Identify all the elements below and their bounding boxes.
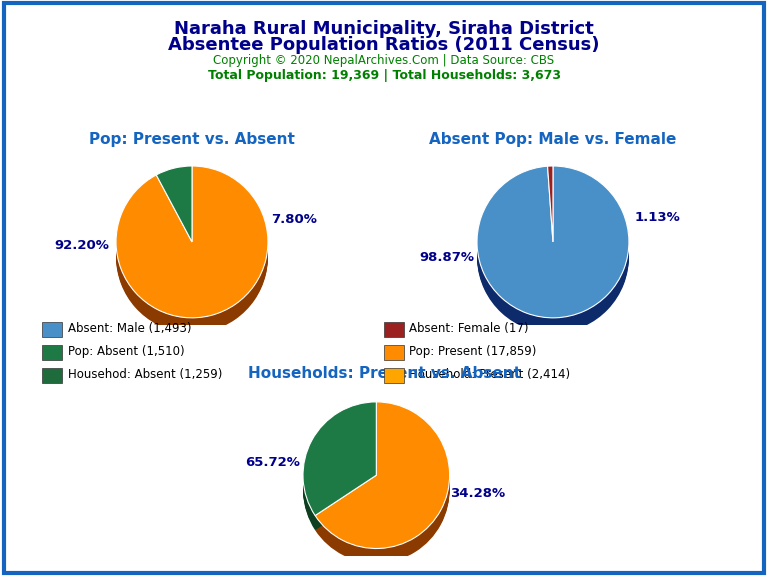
Wedge shape	[303, 415, 376, 529]
Text: 92.20%: 92.20%	[55, 239, 109, 252]
Wedge shape	[303, 403, 376, 517]
Wedge shape	[116, 176, 268, 328]
Wedge shape	[548, 181, 553, 257]
Wedge shape	[303, 409, 376, 523]
Wedge shape	[477, 167, 629, 319]
Wedge shape	[156, 172, 192, 248]
Wedge shape	[156, 169, 192, 244]
Text: 65.72%: 65.72%	[245, 456, 300, 468]
Wedge shape	[116, 181, 268, 333]
Wedge shape	[303, 404, 376, 518]
Text: Absent: Male (1,493): Absent: Male (1,493)	[68, 323, 191, 335]
Wedge shape	[303, 408, 376, 522]
Text: Absentee Population Ratios (2011 Census): Absentee Population Ratios (2011 Census)	[168, 36, 600, 54]
Wedge shape	[548, 173, 553, 249]
Wedge shape	[548, 167, 553, 243]
Wedge shape	[477, 180, 629, 332]
Text: Households: Present vs. Absent: Households: Present vs. Absent	[247, 366, 521, 381]
Wedge shape	[477, 170, 629, 321]
Wedge shape	[156, 180, 192, 256]
Wedge shape	[315, 413, 449, 559]
Wedge shape	[315, 407, 449, 554]
Wedge shape	[548, 175, 553, 251]
Wedge shape	[548, 170, 553, 246]
Wedge shape	[156, 179, 192, 255]
Wedge shape	[477, 177, 629, 329]
Text: Copyright © 2020 NepalArchives.Com | Data Source: CBS: Copyright © 2020 NepalArchives.Com | Dat…	[214, 54, 554, 67]
Wedge shape	[156, 176, 192, 252]
Wedge shape	[116, 169, 268, 320]
Wedge shape	[116, 177, 268, 329]
Wedge shape	[315, 404, 449, 551]
Wedge shape	[315, 402, 449, 548]
Wedge shape	[315, 408, 449, 555]
Wedge shape	[477, 181, 629, 333]
Wedge shape	[315, 411, 449, 557]
Wedge shape	[303, 412, 376, 525]
Text: Househod: Absent (1,259): Househod: Absent (1,259)	[68, 369, 222, 381]
Wedge shape	[477, 169, 629, 320]
Wedge shape	[315, 406, 449, 552]
Text: 98.87%: 98.87%	[419, 251, 474, 264]
Wedge shape	[116, 167, 268, 319]
Wedge shape	[156, 177, 192, 253]
Wedge shape	[315, 416, 449, 563]
Wedge shape	[303, 414, 376, 528]
Wedge shape	[477, 166, 629, 318]
Wedge shape	[303, 406, 376, 519]
Text: Household: Present (2,414): Household: Present (2,414)	[409, 369, 571, 381]
Wedge shape	[477, 179, 629, 331]
Wedge shape	[156, 170, 192, 246]
Wedge shape	[156, 167, 192, 243]
Wedge shape	[156, 166, 192, 242]
Wedge shape	[116, 180, 268, 332]
Wedge shape	[548, 176, 553, 252]
Wedge shape	[477, 172, 629, 324]
Wedge shape	[116, 175, 268, 327]
Wedge shape	[548, 177, 553, 253]
Wedge shape	[156, 181, 192, 257]
Wedge shape	[548, 180, 553, 256]
Text: Pop: Absent (1,510): Pop: Absent (1,510)	[68, 346, 184, 358]
Wedge shape	[548, 166, 553, 242]
Wedge shape	[116, 166, 268, 318]
Wedge shape	[116, 171, 268, 323]
Wedge shape	[156, 175, 192, 251]
Wedge shape	[116, 179, 268, 331]
Wedge shape	[303, 413, 376, 526]
Wedge shape	[303, 411, 376, 524]
Wedge shape	[315, 415, 449, 562]
Wedge shape	[315, 412, 449, 558]
Wedge shape	[548, 179, 553, 255]
Text: 34.28%: 34.28%	[450, 487, 505, 500]
Text: Pop: Present (17,859): Pop: Present (17,859)	[409, 346, 537, 358]
Wedge shape	[303, 402, 376, 516]
Text: 7.80%: 7.80%	[272, 213, 317, 226]
Wedge shape	[315, 403, 449, 550]
Wedge shape	[315, 414, 449, 560]
Wedge shape	[116, 170, 268, 321]
Wedge shape	[548, 169, 553, 244]
Wedge shape	[548, 172, 553, 248]
Text: Naraha Rural Municipality, Siraha District: Naraha Rural Municipality, Siraha Distri…	[174, 20, 594, 38]
Wedge shape	[477, 173, 629, 325]
Text: Absent: Female (17): Absent: Female (17)	[409, 323, 529, 335]
Wedge shape	[116, 173, 268, 325]
Text: 1.13%: 1.13%	[635, 211, 680, 224]
Wedge shape	[548, 171, 553, 247]
Wedge shape	[315, 409, 449, 556]
Wedge shape	[156, 173, 192, 249]
Wedge shape	[156, 171, 192, 247]
Wedge shape	[303, 416, 376, 530]
Wedge shape	[477, 171, 629, 323]
Text: Total Population: 19,369 | Total Households: 3,673: Total Population: 19,369 | Total Househo…	[207, 69, 561, 82]
Text: Pop: Present vs. Absent: Pop: Present vs. Absent	[89, 132, 295, 147]
Wedge shape	[116, 172, 268, 324]
Wedge shape	[303, 407, 376, 521]
Text: Absent Pop: Male vs. Female: Absent Pop: Male vs. Female	[429, 132, 677, 147]
Wedge shape	[477, 176, 629, 328]
Wedge shape	[477, 175, 629, 327]
